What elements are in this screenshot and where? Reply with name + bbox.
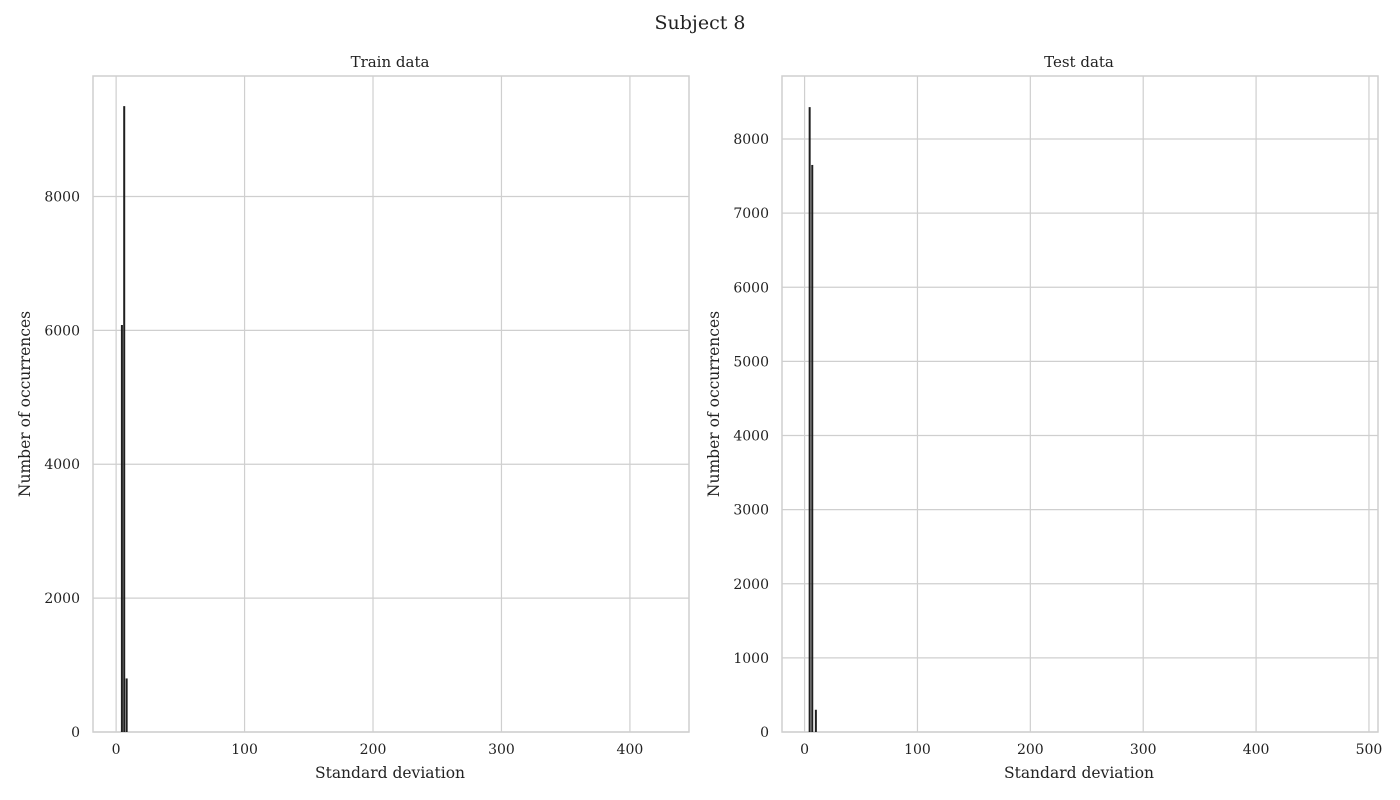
histogram-bar (811, 164, 814, 732)
y-tick-label: 5000 (733, 354, 769, 370)
test-chart: Test data Standard deviation Number of o… (705, 53, 1382, 782)
x-tick-label: 0 (112, 742, 121, 758)
x-axis-label: Standard deviation (315, 764, 465, 782)
x-tick-label: 300 (1130, 742, 1157, 758)
y-tick-label: 0 (71, 725, 80, 741)
x-tick-label: 500 (1356, 742, 1383, 758)
x-axis-label: Standard deviation (1004, 764, 1154, 782)
x-tick-label: 400 (1243, 742, 1270, 758)
x-tick-label: 200 (360, 742, 387, 758)
figure-title: Subject 8 (654, 12, 746, 34)
y-tick-label: 8000 (44, 189, 80, 205)
y-tick-label: 2000 (733, 577, 769, 593)
histogram-bar (814, 709, 817, 732)
x-tick-label: 0 (800, 742, 809, 758)
train-chart: Train data Standard deviation Number of … (16, 53, 690, 782)
plot-frame (781, 75, 1379, 733)
y-tick-label: 6000 (733, 280, 769, 296)
y-tick-label: 1000 (733, 651, 769, 667)
histogram-bar (808, 107, 811, 732)
test-plot-area: 0 100 200 300 400 500010002000300040005000600… (733, 75, 1383, 758)
chart-title: Train data (351, 53, 430, 71)
y-tick-label: 0 (760, 725, 769, 741)
y-tick-label: 4000 (44, 457, 80, 473)
x-tick-label: 100 (904, 742, 931, 758)
histogram-bar (125, 678, 128, 732)
histogram-bar (120, 325, 123, 732)
chart-title: Test data (1044, 53, 1114, 71)
x-tick-label: 200 (1017, 742, 1044, 758)
y-axis-label: Number of occurrences (705, 311, 723, 497)
plot-frame (92, 75, 690, 733)
y-axis-label: Number of occurrences (16, 311, 34, 497)
y-tick-label: 2000 (44, 591, 80, 607)
y-tick-label: 3000 (733, 503, 769, 519)
y-tick-label: 6000 (44, 323, 80, 339)
y-tick-label: 7000 (733, 206, 769, 222)
x-tick-label: 100 (231, 742, 258, 758)
histogram-bar (123, 106, 126, 733)
y-tick-label: 8000 (733, 132, 769, 148)
x-tick-label: 300 (488, 742, 515, 758)
y-tick-label: 4000 (733, 429, 769, 445)
x-tick-label: 400 (617, 742, 644, 758)
